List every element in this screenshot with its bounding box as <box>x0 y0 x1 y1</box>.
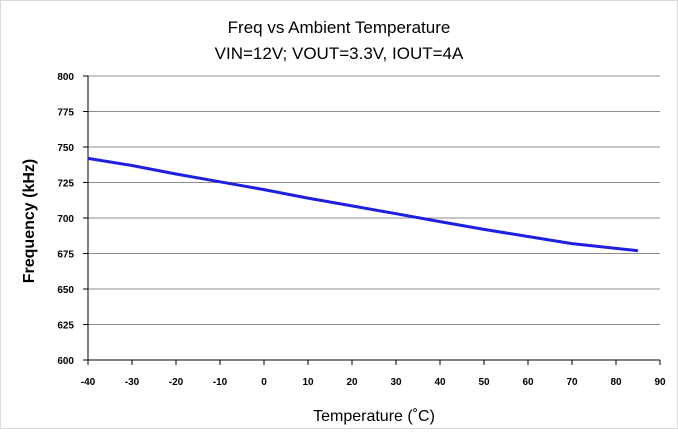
y-tick-label: 800 <box>57 72 74 83</box>
y-tick-label: 775 <box>57 108 74 119</box>
x-tick-label: 30 <box>390 377 402 388</box>
x-tick-label: -20 <box>169 377 184 388</box>
chart-title: Freq vs Ambient Temperature <box>228 18 451 37</box>
series-layer <box>87 156 639 253</box>
x-tick-label: 50 <box>478 377 490 388</box>
chart-subtitle: VIN=12V; VOUT=3.3V, IOUT=4A <box>215 44 464 63</box>
y-tick-label: 700 <box>57 214 74 225</box>
x-tick-label: -40 <box>81 377 96 388</box>
x-tick-label: -30 <box>125 377 140 388</box>
series-line-0 <box>87 156 639 253</box>
y-tick-label: 650 <box>57 285 74 296</box>
x-tick-label: 80 <box>610 377 622 388</box>
x-tick-label: 40 <box>434 377 446 388</box>
x-tick-label: 60 <box>522 377 534 388</box>
y-tick-label: 750 <box>57 143 74 154</box>
y-tick-label: 675 <box>57 250 74 261</box>
axes <box>83 75 661 365</box>
x-tick-label: 0 <box>261 377 267 388</box>
gridlines <box>88 75 660 325</box>
y-axis-title: Frequency (kHz) <box>21 159 38 283</box>
x-axis-title: Temperature (˚C) <box>313 408 435 425</box>
y-tick-label: 600 <box>57 356 74 367</box>
tick-labels: 600 625 650 675 700 725 750 775 800 -40 -30 -20 -10 0… <box>57 72 666 388</box>
x-tick-label: 70 <box>566 377 578 388</box>
x-tick-label: 90 <box>654 377 666 388</box>
x-tick-label: -10 <box>213 377 228 388</box>
y-tick-label: 725 <box>57 179 74 190</box>
x-tick-label: 10 <box>302 377 314 388</box>
x-tick-label: 20 <box>346 377 358 388</box>
y-tick-label: 625 <box>57 321 74 332</box>
